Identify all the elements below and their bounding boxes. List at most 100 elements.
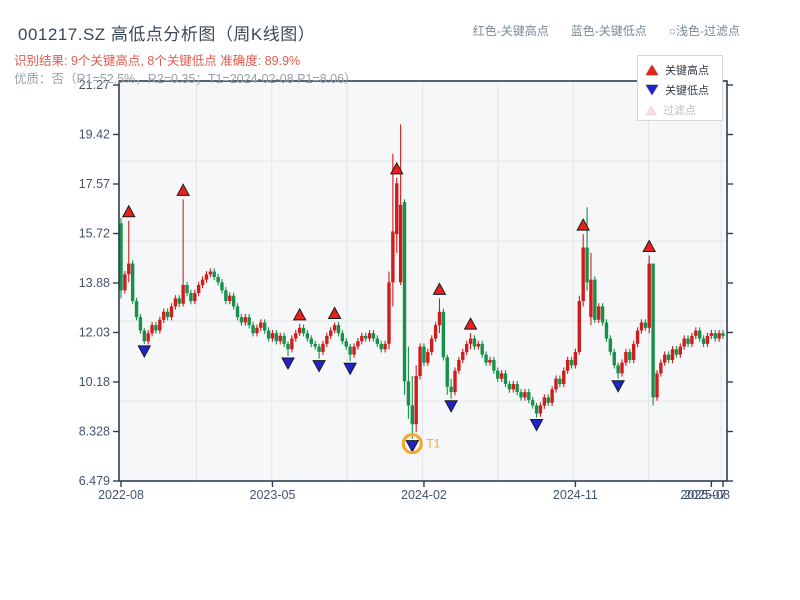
candle-body bbox=[375, 338, 380, 344]
candle-body bbox=[208, 271, 213, 275]
candle-body bbox=[682, 338, 686, 347]
candle-body bbox=[127, 263, 131, 275]
candle-body bbox=[433, 325, 438, 339]
candle-body bbox=[212, 271, 216, 277]
candle-body bbox=[530, 400, 535, 406]
candle-body bbox=[534, 405, 539, 414]
candle-body bbox=[239, 317, 244, 323]
key-high-marker bbox=[389, 161, 404, 175]
candle-body bbox=[200, 279, 205, 285]
candle-body bbox=[624, 351, 628, 363]
candle-body bbox=[441, 311, 446, 358]
candle-body bbox=[305, 333, 310, 339]
candle-body bbox=[604, 322, 609, 339]
legend-item-filtered[interactable]: 过滤点 bbox=[646, 100, 722, 120]
candle-body bbox=[383, 343, 387, 350]
legend-item-label: 过滤点 bbox=[663, 105, 696, 117]
candle-body bbox=[146, 333, 150, 342]
key-low-marker bbox=[405, 440, 420, 453]
candle-body bbox=[655, 373, 659, 398]
candle-body bbox=[193, 293, 197, 302]
candle-body bbox=[360, 335, 364, 342]
key-low-marker bbox=[343, 362, 357, 376]
candle-body bbox=[329, 330, 333, 336]
candle-body bbox=[527, 392, 531, 401]
candle-body bbox=[643, 322, 648, 328]
candle-body bbox=[263, 322, 267, 331]
candle-body bbox=[177, 298, 181, 304]
candle-body bbox=[430, 338, 434, 352]
candle-body bbox=[290, 338, 294, 350]
candle-body bbox=[608, 338, 613, 352]
candle-body bbox=[449, 386, 453, 393]
candle-body bbox=[169, 306, 174, 318]
key-high-marker bbox=[176, 183, 190, 196]
x-axis-label: 2023-05 bbox=[250, 488, 296, 502]
candle-body bbox=[162, 311, 166, 320]
candle-body bbox=[597, 306, 601, 320]
candle-body bbox=[134, 301, 139, 318]
candle-wick bbox=[392, 153, 394, 307]
header-legend: 红色-关键高点 蓝色-关键低点 ○浅色-过滤点 bbox=[473, 22, 740, 39]
candle-body bbox=[119, 223, 123, 291]
candle-body bbox=[344, 341, 348, 347]
candle-body bbox=[325, 335, 329, 344]
candle-body bbox=[426, 351, 430, 363]
candle-body bbox=[659, 362, 663, 374]
candle-body bbox=[123, 274, 127, 291]
candle-body bbox=[519, 392, 523, 398]
candle-body bbox=[224, 290, 228, 302]
chart-legend-box: 关键高点 关键低点 过滤点 bbox=[637, 55, 723, 121]
candle-body bbox=[569, 359, 574, 366]
candle-body bbox=[480, 343, 484, 355]
legend-item-label: 关键低点 bbox=[665, 85, 709, 97]
candle-body bbox=[709, 333, 714, 336]
candle-body bbox=[674, 349, 679, 355]
legend-item-key-low[interactable]: 关键低点 bbox=[646, 80, 722, 100]
key-low-marker bbox=[137, 345, 152, 358]
candle-body bbox=[228, 295, 232, 302]
candle-wick bbox=[182, 199, 184, 307]
candle-body bbox=[255, 327, 259, 334]
candle-body bbox=[142, 330, 147, 342]
candle-body bbox=[647, 263, 651, 328]
page-title: 001217.SZ 高低点分析图（周K线图） bbox=[18, 25, 316, 44]
candle-body bbox=[317, 346, 321, 352]
candle-body bbox=[356, 341, 360, 347]
candle-body bbox=[488, 359, 492, 363]
candle-body bbox=[282, 335, 286, 344]
candle-body bbox=[371, 333, 376, 339]
candle-body bbox=[546, 397, 550, 403]
quality-summary-text: 优质：否（R1=52.5%，R2=0.35；T1=2024-02-08 P1=8… bbox=[14, 72, 357, 86]
candle-body bbox=[503, 373, 508, 385]
candle-body bbox=[511, 384, 515, 390]
candle-body bbox=[398, 204, 403, 283]
candle-body bbox=[130, 263, 135, 302]
candle-body bbox=[577, 301, 581, 352]
candle-body bbox=[565, 359, 570, 371]
candle-body bbox=[406, 381, 411, 406]
candle-body bbox=[181, 284, 185, 304]
candle-body bbox=[348, 346, 352, 355]
y-axis-label: 19.42 bbox=[79, 128, 110, 142]
candle-body bbox=[410, 405, 414, 425]
recognition-result-text: 识别结果: 9个关键高点, 8个关键低点 准确度: 89.9% bbox=[14, 54, 301, 68]
candle-body bbox=[600, 306, 605, 323]
candle-body bbox=[589, 279, 593, 318]
candle-body bbox=[297, 327, 302, 334]
candle-body bbox=[705, 335, 710, 344]
candle-body bbox=[542, 397, 547, 406]
legend-item-key-high[interactable]: 关键高点 bbox=[646, 60, 722, 80]
candle-body bbox=[220, 282, 224, 291]
y-axis-label: 15.72 bbox=[79, 227, 110, 241]
y-axis-label: 17.57 bbox=[79, 177, 110, 191]
plot-border bbox=[118, 80, 728, 482]
candle-body bbox=[231, 295, 236, 307]
key-high-marker bbox=[576, 218, 591, 231]
candle-body bbox=[523, 392, 527, 398]
candle-body bbox=[492, 359, 496, 371]
candle-body bbox=[670, 349, 675, 360]
y-axis-label: 21.27 bbox=[79, 78, 110, 92]
target-point-circle bbox=[401, 433, 423, 455]
